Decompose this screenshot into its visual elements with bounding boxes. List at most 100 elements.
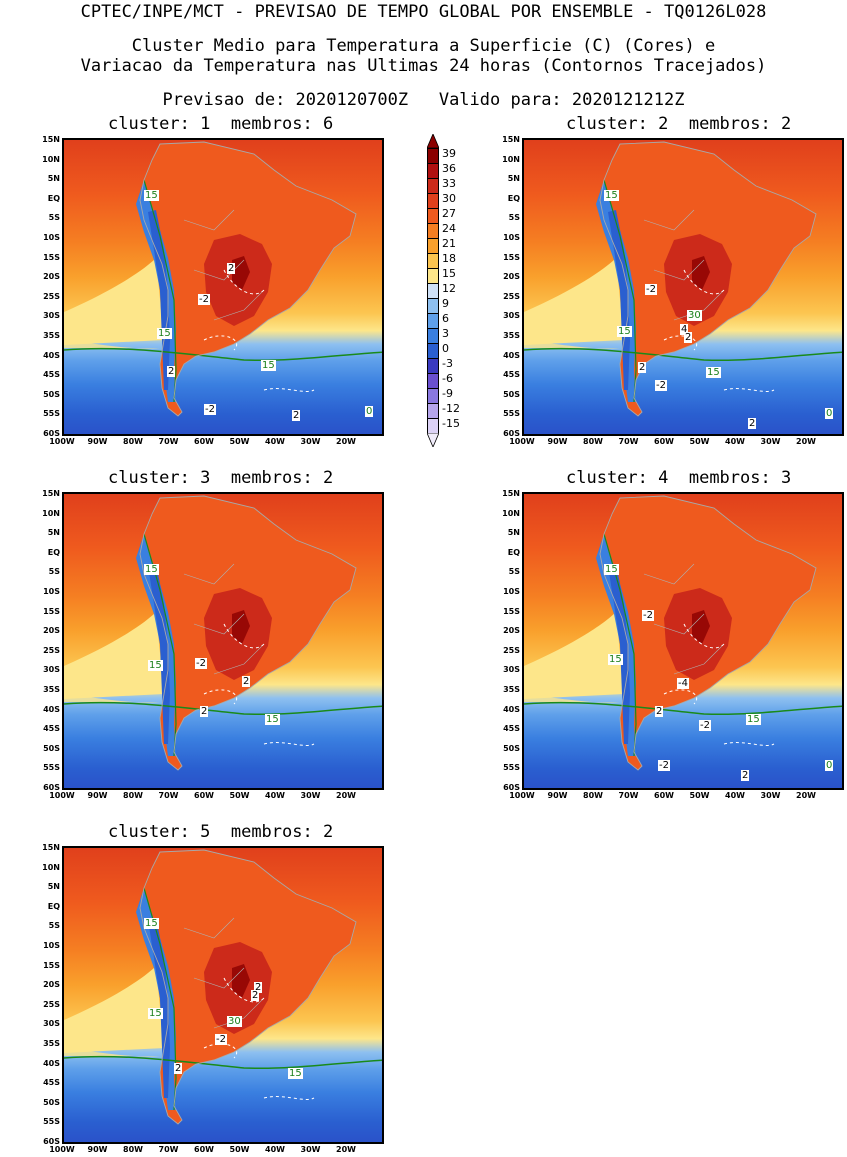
colorbar-label: 33 xyxy=(442,176,456,190)
latitude-label: 35S xyxy=(43,1039,60,1048)
cluster-map xyxy=(522,492,844,790)
colorbar-label: -12 xyxy=(442,401,460,415)
latitude-label: 15N xyxy=(42,135,60,144)
longitude-label: 40W xyxy=(725,791,745,800)
latitude-label: 40S xyxy=(503,350,520,360)
temperature-contour-label: 15 xyxy=(706,367,721,378)
membros-label: membros: 6 xyxy=(230,114,334,134)
latitude-label: 15S xyxy=(503,252,520,262)
colorbar-label: 30 xyxy=(442,191,456,205)
longitude-label: 90W xyxy=(87,1145,108,1154)
latitude-label: 35S xyxy=(503,685,520,694)
latitude-label: EQ xyxy=(507,193,520,203)
colorbar-label: -9 xyxy=(442,386,453,400)
contour-15c xyxy=(64,347,382,362)
panel-title: cluster: 2 membros: 2 xyxy=(566,114,791,134)
variation-contour-label: -2 xyxy=(645,284,657,295)
colorbar-segment xyxy=(427,208,439,223)
longitude-label: 40W xyxy=(265,437,285,446)
latitude-label: 5S xyxy=(48,567,60,577)
country-borders xyxy=(183,209,265,321)
latitude-label: 40S xyxy=(43,350,60,360)
longitude-label: 60W xyxy=(194,437,214,446)
latitude-label: 15N xyxy=(502,489,520,498)
colorbar-segment xyxy=(427,238,439,253)
longitude-label: 20W xyxy=(796,437,816,446)
longitude-label: 30W xyxy=(300,1145,321,1154)
latitude-label: 50S xyxy=(43,1097,60,1107)
longitude-label: 50W xyxy=(689,791,710,800)
temperature-contour-label: 15 xyxy=(157,328,172,339)
coastline xyxy=(139,141,357,417)
temperature-contour-label: 15 xyxy=(608,654,623,665)
cluster-label: cluster: 3 xyxy=(108,468,211,488)
latitude-label: 5N xyxy=(507,528,520,538)
latitude-label: 10S xyxy=(43,587,60,596)
latitude-label: 40S xyxy=(43,1058,60,1068)
pacific-warm-tongue xyxy=(64,612,164,699)
latitude-label: 45S xyxy=(43,724,60,734)
variation-contour-label: 2 xyxy=(200,706,209,717)
variation-contour-label: 2 xyxy=(748,418,757,429)
latitude-label: 5S xyxy=(48,921,60,931)
longitude-label: 80W xyxy=(583,437,603,446)
colorbar-arrow-top xyxy=(427,134,439,148)
panel-title: cluster: 1 membros: 6 xyxy=(108,114,333,134)
temperature-contour-label: 15 xyxy=(144,918,159,929)
latitude-label: 55S xyxy=(43,1117,60,1127)
latitude-label: 10N xyxy=(42,154,60,164)
variation-contour-label: -2 xyxy=(655,380,667,391)
membros-label: membros: 2 xyxy=(230,468,334,488)
longitude-label: 90W xyxy=(87,437,108,446)
latitude-label: 30S xyxy=(503,311,520,321)
subtitle-line-1: Cluster Medio para Temperatura a Superfi… xyxy=(131,36,716,56)
variation-contour-label: 2 xyxy=(174,1063,183,1074)
latitude-label: 30S xyxy=(43,665,60,675)
longitude-label: 90W xyxy=(547,791,568,800)
temperature-contour-label: 15 xyxy=(288,1068,303,1079)
temperature-contour-label: 15 xyxy=(604,190,619,201)
forecast-validity: Previsao de: 2020120700Z Valido para: 20… xyxy=(162,90,685,110)
latitude-label: 40S xyxy=(503,704,520,714)
colorbar-segment xyxy=(427,148,439,163)
colorbar-segment xyxy=(427,403,439,418)
longitude-label: 60W xyxy=(194,791,214,800)
contour-15c xyxy=(524,347,842,362)
variation-contour-label: -2 xyxy=(658,760,670,771)
colorbar-label: 18 xyxy=(442,251,456,265)
longitude-label: 70W xyxy=(618,437,639,446)
latitude-label: 5S xyxy=(508,213,520,223)
temperature-contour-label: 30 xyxy=(227,1016,242,1027)
latitude-label: 45S xyxy=(43,370,60,380)
colorbar-label: 39 xyxy=(442,146,456,160)
latitude-label: 55S xyxy=(43,763,60,773)
latitude-label: 50S xyxy=(503,743,520,753)
longitude-label: 50W xyxy=(229,437,250,446)
temperature-contour-label: 15 xyxy=(265,714,280,725)
variation-contour-label: -2 xyxy=(215,1034,227,1045)
latitude-label: 15S xyxy=(43,960,60,970)
latitude-label: 35S xyxy=(503,331,520,340)
colorbar-segment xyxy=(427,298,439,313)
longitude-label: 60W xyxy=(654,437,674,446)
longitude-label: 20W xyxy=(336,791,356,800)
latitude-label: 55S xyxy=(503,763,520,773)
latitude-label: 25S xyxy=(43,999,60,1009)
longitude-label: 80W xyxy=(123,1145,143,1154)
latitude-label: 15S xyxy=(503,606,520,616)
latitude-label: 60S xyxy=(43,429,60,438)
longitude-label: 100W xyxy=(509,437,535,446)
colorbar-label: -3 xyxy=(442,356,453,370)
variation-contour-label: 2 xyxy=(638,362,647,373)
cluster-label: cluster: 2 xyxy=(566,114,669,134)
colorbar-label: -6 xyxy=(442,371,453,385)
latitude-label: 10N xyxy=(502,154,520,164)
latitude-label: 15N xyxy=(42,843,60,852)
colorbar-label: -15 xyxy=(442,416,460,430)
variation-contour-label: -2 xyxy=(699,720,711,731)
latitude-label: EQ xyxy=(507,547,520,557)
latitude-label: 50S xyxy=(43,743,60,753)
latitude-label: 45S xyxy=(503,724,520,734)
temperature-contour-label: 15 xyxy=(144,190,159,201)
colorbar-label: 24 xyxy=(442,221,456,235)
